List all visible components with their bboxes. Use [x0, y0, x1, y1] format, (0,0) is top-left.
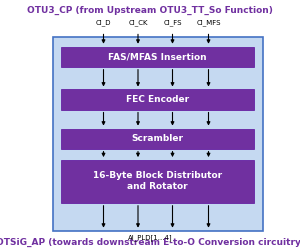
Text: 16-Byte Block Distributor
and Rotator: 16-Byte Block Distributor and Rotator [93, 171, 222, 192]
Text: CI_FS: CI_FS [163, 20, 182, 26]
Text: CI_CK: CI_CK [128, 20, 148, 26]
Text: Scrambler: Scrambler [131, 134, 184, 143]
Bar [61, 47, 254, 67]
Bar [52, 37, 262, 231]
Text: OTSiG_AP (towards downstream E-to-O Conversion circuitry): OTSiG_AP (towards downstream E-to-O Conv… [0, 238, 300, 247]
Text: FAS/MFAS Insertion: FAS/MFAS Insertion [108, 52, 207, 61]
Text: AI_PLD[1...4]: AI_PLD[1...4] [128, 234, 172, 241]
Bar [61, 129, 254, 149]
Bar [61, 89, 254, 110]
Bar [61, 160, 254, 203]
Text: CI_MFS: CI_MFS [196, 20, 221, 26]
Text: CI_D: CI_D [96, 20, 111, 26]
Text: OTU3_CP (from Upstream OTU3_TT_So Function): OTU3_CP (from Upstream OTU3_TT_So Functi… [27, 6, 273, 15]
Text: FEC Encoder: FEC Encoder [126, 95, 189, 104]
